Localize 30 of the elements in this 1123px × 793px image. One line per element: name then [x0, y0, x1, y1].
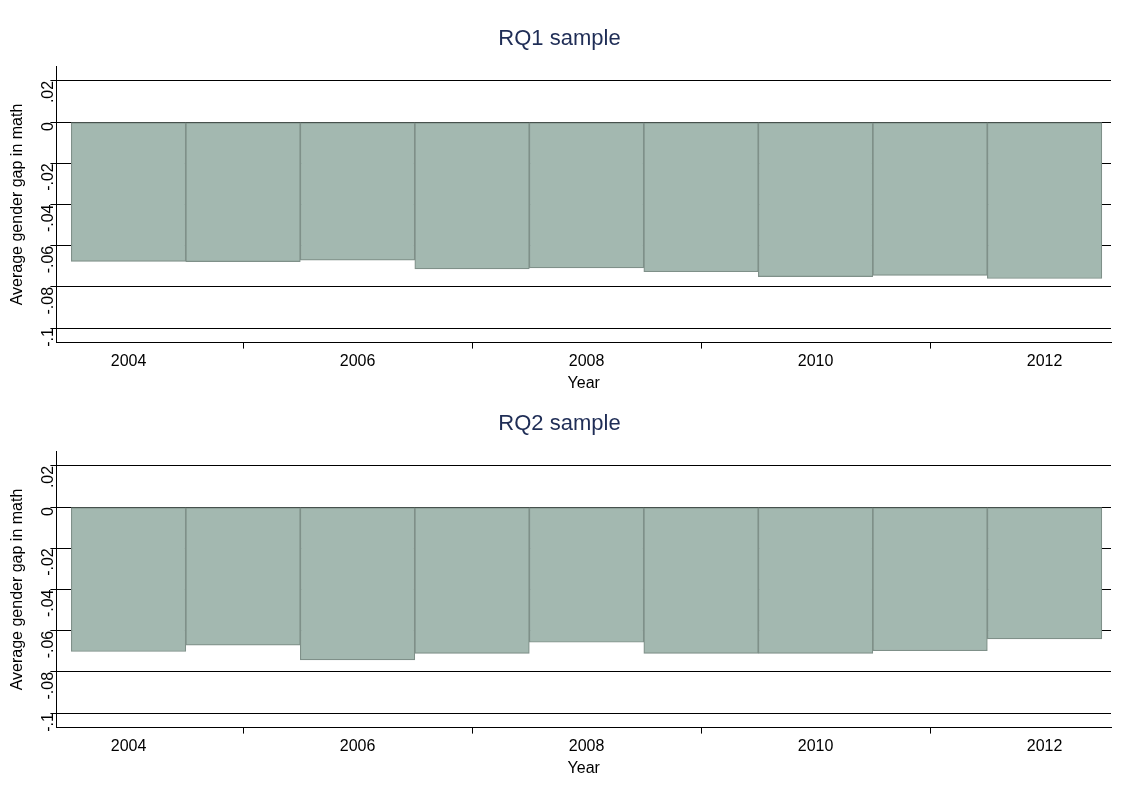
y-tick-label: 0 — [38, 506, 56, 516]
x-tick-label: 2006 — [339, 351, 376, 369]
x-axis-title: Year — [567, 373, 601, 391]
x-tick-label: 2008 — [568, 736, 605, 754]
x-tick-label: 2004 — [110, 736, 147, 754]
x-tick-label: 2004 — [110, 351, 147, 369]
y-tick-label: -.06 — [38, 630, 56, 659]
y-tick-label: -.02 — [38, 163, 56, 191]
chart-title: RQ2 sample — [498, 410, 621, 436]
y-tick-label: -.1 — [38, 328, 56, 347]
y-tick-label: .02 — [38, 80, 56, 104]
chart-title: RQ1 sample — [498, 25, 621, 51]
y-tick-label: 0 — [38, 121, 56, 131]
x-tick-label: 2012 — [1026, 351, 1063, 369]
y-tick-label: -.1 — [38, 713, 56, 732]
y-tick-label: -.02 — [38, 548, 56, 576]
x-tick-label: 2010 — [797, 736, 834, 754]
y-axis-title: Average gender gap in math — [8, 488, 26, 691]
x-tick-label: 2006 — [339, 736, 376, 754]
y-tick-label: -.04 — [38, 589, 56, 618]
x-tick-label: 2008 — [568, 351, 605, 369]
x-axis-title: Year — [567, 758, 601, 776]
y-tick-label: -.04 — [38, 204, 56, 233]
x-tick-label: 2012 — [1026, 736, 1063, 754]
y-tick-label: -.08 — [38, 671, 56, 700]
y-axis-title: Average gender gap in math — [8, 103, 26, 306]
y-tick-label: -.06 — [38, 245, 56, 274]
y-tick-label: -.08 — [38, 286, 56, 315]
x-tick-label: 2010 — [797, 351, 834, 369]
y-tick-label: .02 — [38, 465, 56, 489]
